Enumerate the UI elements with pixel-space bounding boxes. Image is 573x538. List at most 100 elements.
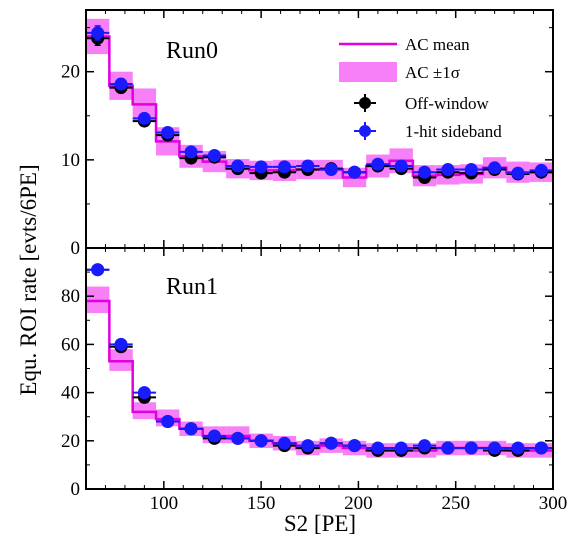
sideband-point xyxy=(226,431,250,445)
legend-sideband-marker xyxy=(354,122,376,140)
sideband-point xyxy=(132,111,157,125)
sideband-marker xyxy=(301,439,315,453)
x-tick-label: 100 xyxy=(150,493,179,514)
sideband-point xyxy=(226,159,250,173)
sideband-point xyxy=(156,126,180,140)
sideband-point xyxy=(389,159,413,173)
x-tick-label: 300 xyxy=(539,493,568,514)
sideband-point xyxy=(506,166,530,180)
run1-label: Run1 xyxy=(166,274,218,300)
sideband-marker xyxy=(254,434,268,448)
sideband-marker xyxy=(511,441,525,455)
sideband-point xyxy=(272,436,297,450)
sideband-point xyxy=(86,25,110,41)
run1-panel: 0 20 40 60 80 100 150 200 250 300 xyxy=(61,247,568,514)
sideband-point xyxy=(202,429,227,443)
sideband-marker xyxy=(114,77,128,91)
x-tick-label: 200 xyxy=(344,493,373,514)
sideband-point xyxy=(342,165,367,179)
sideband-point xyxy=(529,163,553,177)
sideband-marker xyxy=(137,111,151,125)
sideband-marker xyxy=(137,386,151,400)
sideband-point xyxy=(482,441,507,455)
sideband-point xyxy=(459,441,483,455)
run0-panel: 0 10 20 xyxy=(61,9,554,259)
sideband-point xyxy=(179,422,203,436)
sideband-point xyxy=(412,439,437,453)
sideband-point xyxy=(529,441,553,455)
legend-ac-mean-label: AC mean xyxy=(405,35,470,54)
legend: AC mean AC ±1σ Off-window 1-hit sideband xyxy=(339,35,502,141)
sideband-marker xyxy=(324,436,338,450)
sideband-point xyxy=(156,415,180,429)
y-tick-label: 40 xyxy=(61,383,80,404)
sideband-point xyxy=(272,160,297,174)
y-axis-title: Equ. ROI rate [evts/6PE] xyxy=(16,164,41,395)
sideband-marker xyxy=(441,441,455,455)
sideband-marker xyxy=(464,163,478,177)
sideband-point xyxy=(179,145,203,159)
sideband-marker xyxy=(534,441,548,455)
sideband-marker xyxy=(534,163,548,177)
sideband-marker xyxy=(488,161,502,175)
sideband-marker xyxy=(91,263,105,277)
sideband-marker xyxy=(207,148,221,162)
sideband-marker xyxy=(277,436,291,450)
sideband-marker xyxy=(277,160,291,174)
sideband-point xyxy=(319,436,343,450)
sideband-point xyxy=(436,441,460,455)
sideband-point xyxy=(202,148,227,162)
sideband-point xyxy=(412,165,437,179)
sideband-point xyxy=(249,434,273,448)
sideband-marker xyxy=(371,157,385,171)
sideband-point xyxy=(506,441,530,455)
ac-mean-line xyxy=(86,299,553,452)
sideband-marker xyxy=(394,159,408,173)
sideband-point xyxy=(342,439,367,453)
sideband-marker xyxy=(394,441,408,455)
sideband-marker xyxy=(348,439,362,453)
sideband-marker xyxy=(231,431,245,445)
sideband-marker xyxy=(161,415,175,429)
sideband-marker xyxy=(464,441,478,455)
sideband-point xyxy=(132,386,157,400)
sideband-marker xyxy=(254,160,268,174)
y-tick-label: 10 xyxy=(61,150,80,171)
run0-label: Run0 xyxy=(166,38,218,64)
x-tick-label: 150 xyxy=(247,493,276,514)
x-tick-label: 250 xyxy=(441,493,470,514)
legend-ac-band-swatch xyxy=(339,62,397,82)
y-tick-label: 20 xyxy=(61,62,80,83)
sideband-point xyxy=(249,160,273,174)
sideband-marker xyxy=(184,422,198,436)
y-tick-label: 0 xyxy=(71,479,81,500)
sideband-marker xyxy=(114,337,128,351)
sideband-marker xyxy=(207,429,221,443)
sideband-point xyxy=(319,163,343,177)
sideband-marker xyxy=(301,159,315,173)
sideband-marker xyxy=(91,26,105,40)
sideband-marker xyxy=(324,163,338,177)
sideband-marker xyxy=(348,165,362,179)
sideband-marker xyxy=(371,441,385,455)
sideband-marker xyxy=(184,145,198,159)
sideband-point xyxy=(86,263,110,277)
sideband-point xyxy=(109,77,133,91)
sideband-marker xyxy=(418,439,432,453)
x-axis-title: S2 [PE] xyxy=(284,511,356,536)
sideband-point xyxy=(296,439,320,453)
y-tick-label: 20 xyxy=(61,431,80,452)
y-tick-label: 80 xyxy=(61,286,80,307)
legend-ac-band-label: AC ±1σ xyxy=(405,63,460,82)
sideband-point xyxy=(109,337,133,351)
sideband-point xyxy=(366,157,390,171)
y-tick-label: 0 xyxy=(71,238,81,259)
sideband-marker xyxy=(418,165,432,179)
legend-sideband-label: 1-hit sideband xyxy=(405,122,502,141)
sideband-point xyxy=(366,441,390,455)
sideband-point xyxy=(459,163,483,177)
legend-off-window-label: Off-window xyxy=(405,94,489,113)
sideband-point xyxy=(436,163,460,177)
sideband-point xyxy=(296,159,320,173)
